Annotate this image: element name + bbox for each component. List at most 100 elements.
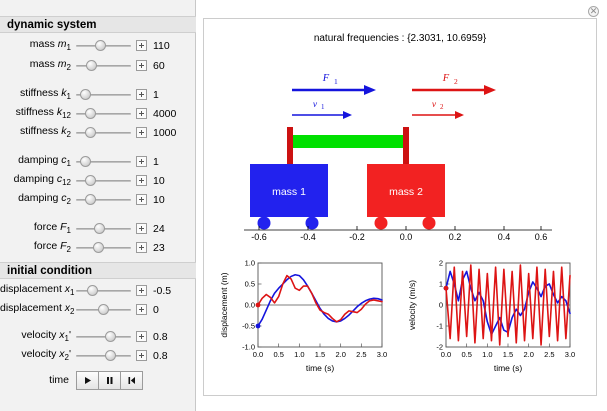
svg-text:velocity (m/s): velocity (m/s) — [407, 280, 417, 330]
slider-thumb[interactable] — [105, 349, 117, 361]
svg-text:displacement (m): displacement (m) — [219, 272, 229, 337]
svg-text:1.5: 1.5 — [315, 350, 325, 359]
expand-mass-m1-button[interactable] — [136, 40, 147, 51]
slider-track — [76, 335, 131, 338]
svg-text:-1: -1 — [436, 322, 443, 331]
control-value: 1000 — [153, 126, 177, 139]
control-label: velocity x1' — [21, 329, 71, 344]
displacement-plot: 0.0 0.5 1.0 1.5 2.0 2.5 3.0 -1.0 -0.5 0.0 0.5 1.0 ti… — [216, 255, 388, 385]
slider-thumb[interactable] — [85, 59, 97, 71]
slider-damping-c2[interactable] — [76, 193, 131, 207]
slider-thumb[interactable] — [84, 107, 96, 119]
control-mass-m2: mass m2 60 — [0, 57, 196, 74]
control-label: displacement x1 — [0, 283, 75, 298]
slider-force-f1[interactable] — [76, 222, 131, 236]
expand-mass-m2-button[interactable] — [136, 60, 147, 71]
control-mass-m1: mass m1 110 — [0, 37, 196, 54]
control-value: 0.8 — [153, 349, 168, 362]
svg-text:2.5: 2.5 — [544, 350, 554, 359]
axis-tick: 0.2 — [448, 232, 462, 242]
control-value: 10 — [153, 174, 165, 187]
reset-button[interactable] — [120, 370, 143, 390]
slider-mass-m2[interactable] — [76, 59, 131, 73]
slider-velocity-x2[interactable] — [76, 349, 131, 363]
svg-text:0.5: 0.5 — [273, 350, 283, 359]
svg-text:0.5: 0.5 — [245, 280, 255, 289]
svg-text:-2: -2 — [436, 343, 443, 352]
slider-thumb[interactable] — [105, 330, 117, 342]
time-label: time — [49, 374, 69, 386]
section-initial-condition: initial condition — [0, 262, 196, 279]
slider-thumb[interactable] — [84, 193, 96, 205]
control-value: 110 — [153, 39, 170, 52]
slider-stiffness-k12[interactable] — [76, 107, 131, 121]
slider-thumb[interactable] — [95, 39, 107, 51]
control-label: stiffness k2 — [20, 125, 71, 140]
slider-stiffness-k1[interactable] — [76, 88, 131, 102]
axis-tick: 0.4 — [497, 232, 511, 242]
slider-damping-c1[interactable] — [76, 155, 131, 169]
slider-track — [76, 131, 131, 134]
slider-track — [76, 198, 131, 201]
expand-force-f1-button[interactable] — [136, 223, 147, 234]
control-label: damping c2 — [18, 192, 71, 207]
displacement-plot-canvas: 0.0 0.5 1.0 1.5 2.0 2.5 3.0-1.0-0.50.00.51.0ti… — [219, 259, 387, 373]
svg-text:1.5: 1.5 — [503, 350, 513, 359]
slider-velocity-x1[interactable] — [76, 330, 131, 344]
axis-tick: -0.2 — [349, 232, 365, 242]
svg-text:0: 0 — [439, 301, 443, 310]
slider-thumb[interactable] — [93, 222, 105, 234]
section-title: initial condition — [7, 264, 92, 277]
expand-stiffness-k1-button[interactable] — [136, 89, 147, 100]
svg-text:1.0: 1.0 — [294, 350, 304, 359]
svg-text:3.0: 3.0 — [377, 350, 387, 359]
slider-thumb[interactable] — [80, 88, 92, 100]
velocity-plot: 0.0 0.5 1.0 1.5 2.0 2.5 3.0 -2 -1 0 1 2 time (s) velo… — [404, 255, 576, 385]
slider-thumb[interactable] — [98, 303, 109, 315]
slider-stiffness-k2[interactable] — [76, 126, 131, 140]
slider-thumb[interactable] — [80, 155, 92, 167]
velocity-plot-canvas: 0.0 0.5 1.0 1.5 2.0 2.5 3.0 -2 -1 0 1 2 time (s) velo… — [407, 259, 575, 373]
svg-text:0.5: 0.5 — [461, 350, 471, 359]
control-label: stiffness k1 — [20, 87, 71, 102]
slider-thumb[interactable] — [86, 284, 98, 296]
axis-tick: -0.4 — [300, 232, 316, 242]
expand-damping-c2-button[interactable] — [136, 194, 147, 205]
expand-velocity-x2-button[interactable] — [136, 350, 147, 361]
expand-displacement-x2-button[interactable] — [136, 304, 147, 315]
slider-displacement-x2[interactable] — [76, 303, 131, 317]
control-value: 1 — [153, 155, 159, 168]
slider-track — [76, 64, 131, 67]
play-button[interactable] — [76, 370, 99, 390]
expand-displacement-x1-button[interactable] — [136, 285, 147, 296]
control-velocity-x2: velocity x2' 0.8 — [0, 347, 196, 364]
slider-mass-m1[interactable] — [76, 39, 131, 53]
control-force-f1: force F1 24 — [0, 220, 196, 237]
pause-button[interactable] — [98, 370, 121, 390]
svg-text:time (s): time (s) — [494, 363, 523, 373]
svg-text:F: F — [442, 73, 450, 84]
expand-velocity-x1-button[interactable] — [136, 331, 147, 342]
slider-thumb[interactable] — [84, 174, 96, 186]
expand-damping-c12-button[interactable] — [136, 175, 147, 186]
expand-damping-c1-button[interactable] — [136, 156, 147, 167]
control-value: 60 — [153, 59, 165, 72]
axis-tick: -0.6 — [251, 232, 267, 242]
slider-damping-c12[interactable] — [76, 174, 131, 188]
svg-text:1: 1 — [334, 77, 338, 86]
natural-frequencies-label: natural frequencies : {2.3031, 10.6959} — [313, 33, 487, 44]
svg-text:1.0: 1.0 — [482, 350, 492, 359]
expand-force-f2-button[interactable] — [136, 242, 147, 253]
slider-displacement-x1[interactable] — [76, 284, 131, 298]
slider-force-f2[interactable] — [76, 241, 131, 255]
slider-thumb[interactable] — [84, 126, 96, 138]
control-value: -0.5 — [153, 284, 172, 297]
expand-stiffness-k2-button[interactable] — [136, 127, 147, 138]
control-value: 4000 — [153, 107, 177, 120]
slider-thumb[interactable] — [92, 241, 104, 253]
control-stiffness-k12: stiffness k12 4000 — [0, 105, 196, 122]
close-icon[interactable]: ✕ — [588, 6, 599, 17]
mass-spring-diagram: F 1 v 1 F 2 v 2 — [204, 47, 598, 242]
control-displacement-x2: displacement x2 0 — [0, 301, 196, 318]
expand-stiffness-k12-button[interactable] — [136, 108, 147, 119]
